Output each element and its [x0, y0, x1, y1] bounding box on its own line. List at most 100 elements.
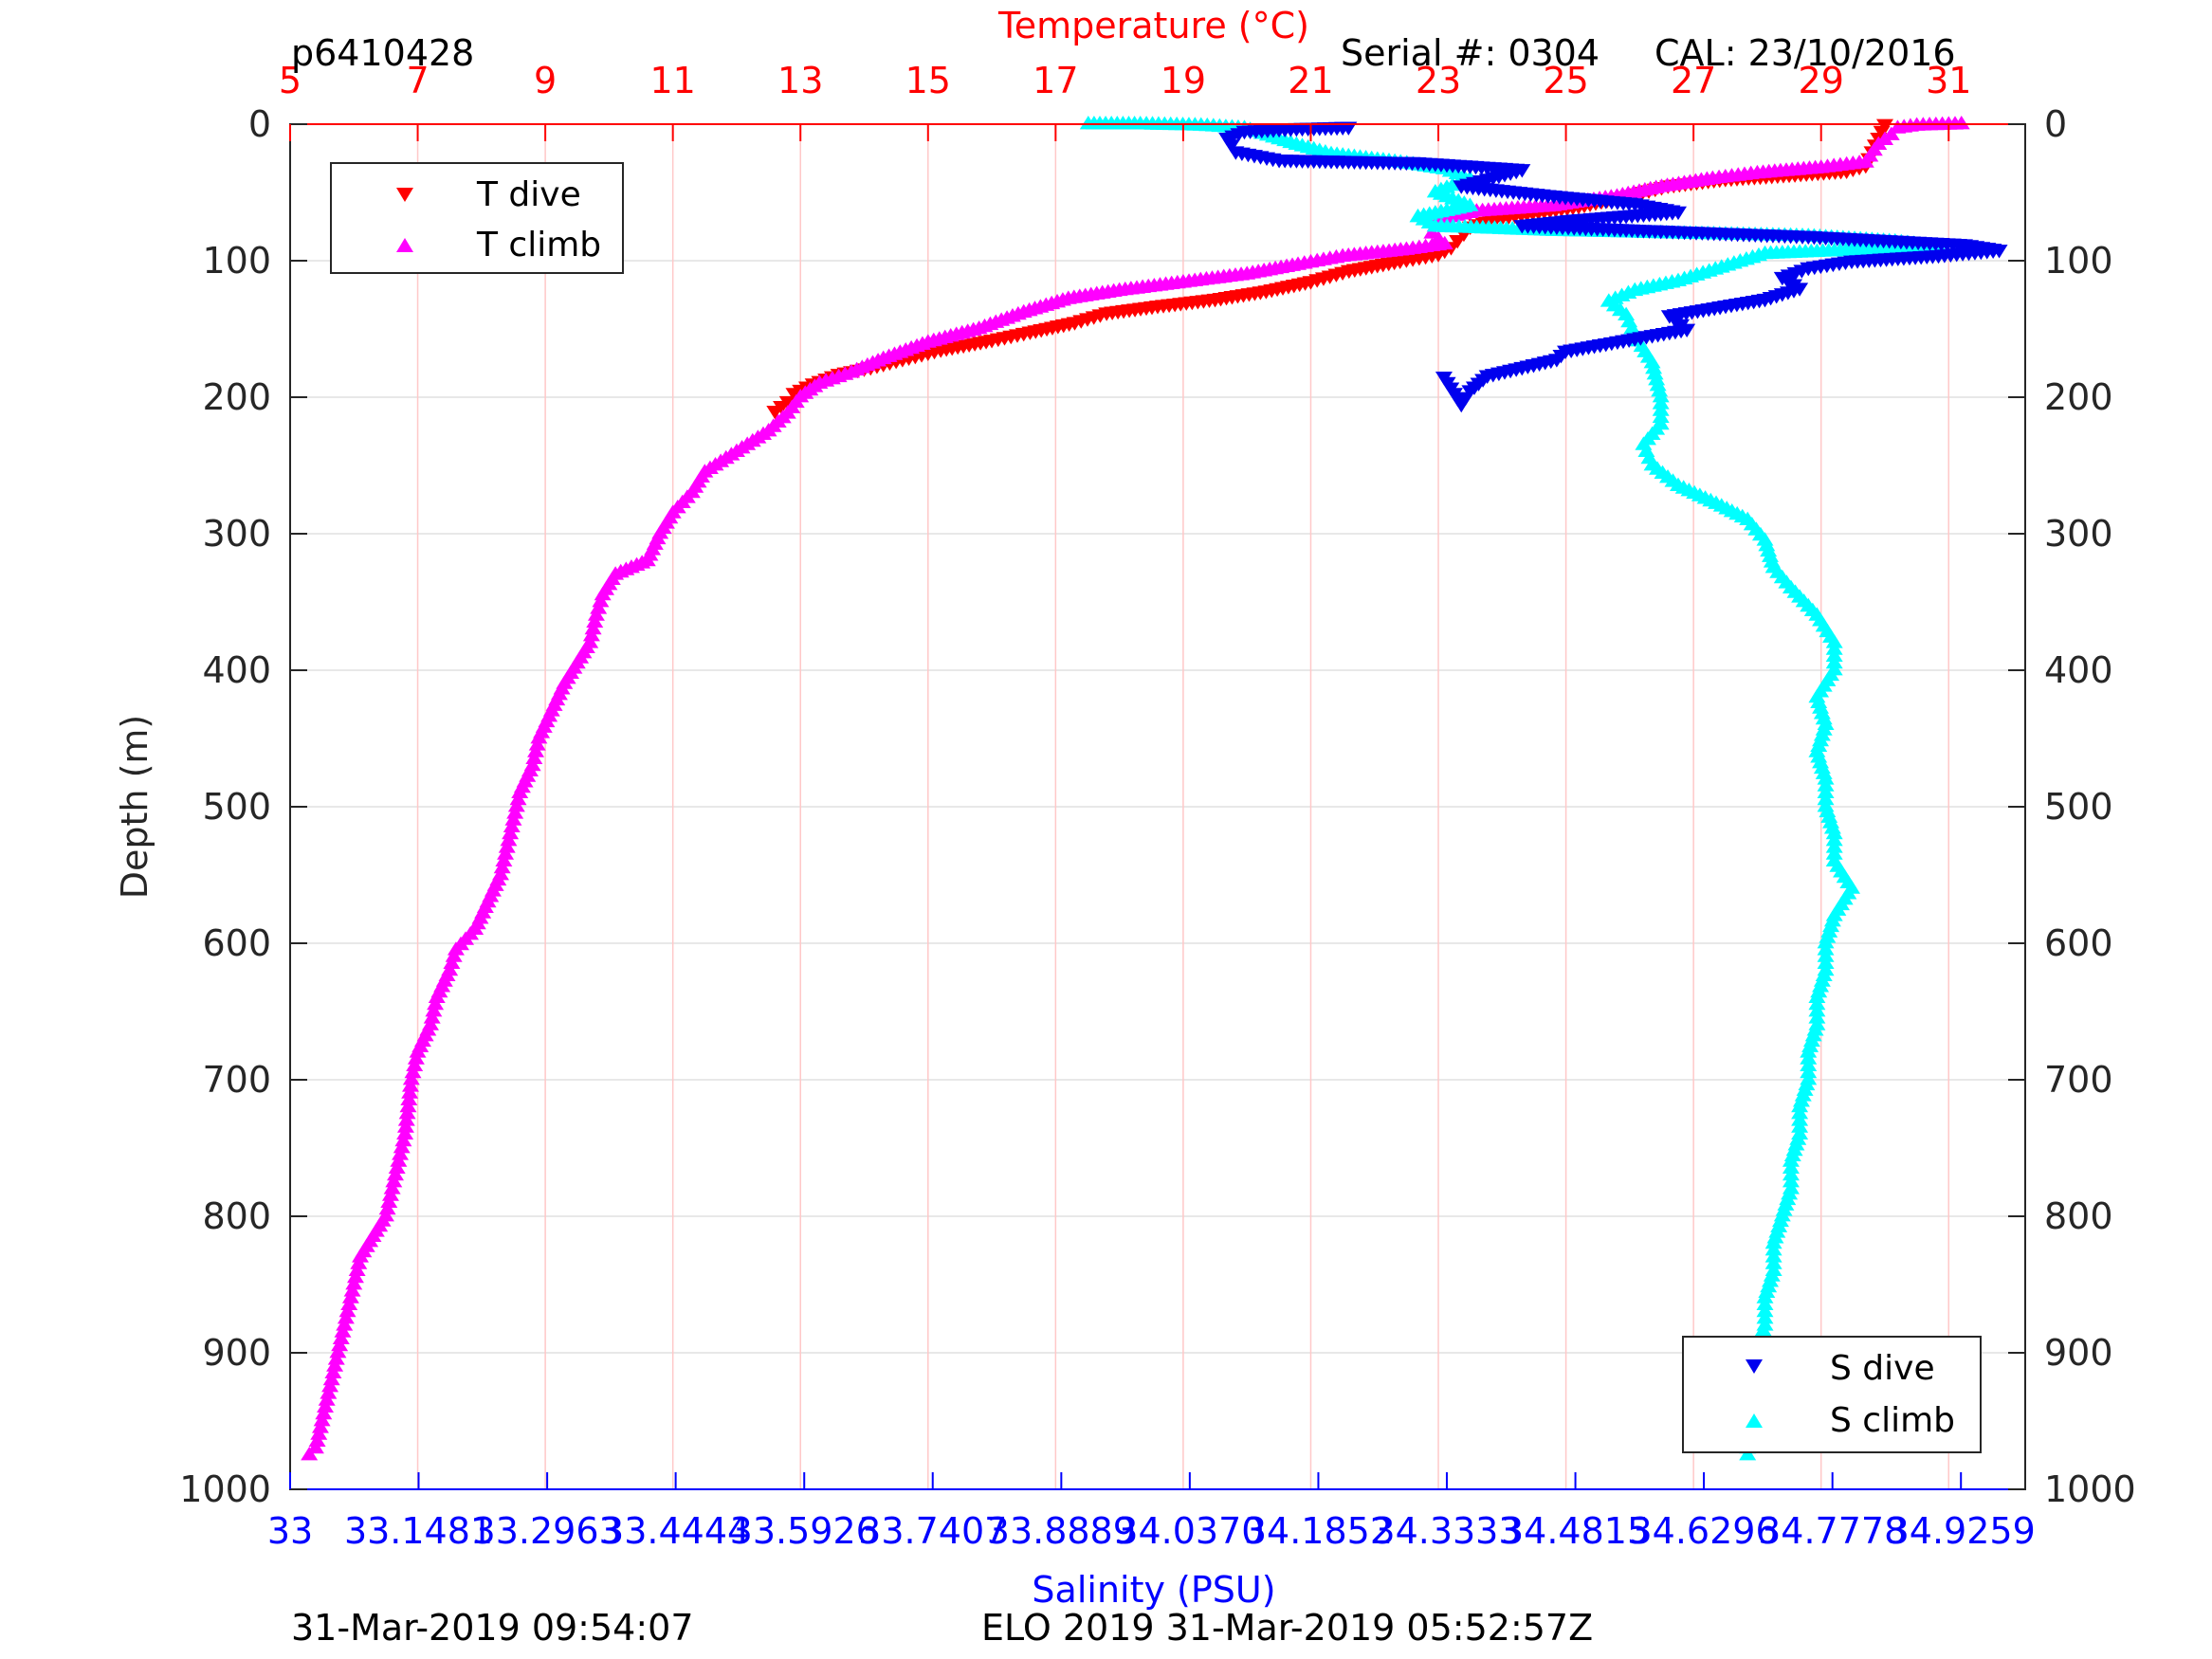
depth-tick-label-left: 0 — [248, 103, 271, 145]
t-climb-marker — [525, 750, 543, 764]
t-climb-marker — [443, 955, 461, 969]
t-climb-marker — [324, 1364, 342, 1378]
t-climb-marker — [584, 620, 602, 635]
salinity-tick-label: 33.2963 — [473, 1510, 622, 1552]
t-climb-marker — [311, 1419, 329, 1433]
t-dive-marker — [785, 388, 803, 402]
t-climb-marker — [315, 1405, 333, 1420]
t-climb-marker — [406, 1057, 424, 1071]
depth-tick-label-right: 800 — [2044, 1195, 2113, 1237]
t-climb-marker — [587, 607, 605, 621]
salinity-tick-label: 34.9259 — [1887, 1510, 2036, 1552]
calibration-date: CAL: 23/10/2016 — [1654, 32, 1956, 74]
temperature-tick-label: 13 — [777, 60, 823, 101]
t-climb-marker — [409, 1044, 427, 1058]
salinity-tick-label: 33.5926 — [730, 1510, 879, 1552]
t-climb-legend-label: T climb — [476, 226, 601, 264]
profile-id: p6410428 — [291, 32, 474, 74]
footer-timestamp: 31-Mar-2019 09:54:07 — [291, 1607, 694, 1649]
depth-tick-label-right: 600 — [2044, 922, 2113, 964]
data-markers — [301, 116, 2008, 1461]
t-climb-marker — [511, 784, 529, 798]
t-climb-marker — [586, 613, 604, 628]
s-climb-marker — [1808, 1010, 1826, 1024]
depth-tick-label-right: 100 — [2044, 240, 2113, 282]
t-climb-marker — [396, 1125, 414, 1139]
t-climb-marker — [423, 1010, 441, 1024]
t-climb-marker — [388, 1159, 406, 1174]
axis-ticks: 0 0 100 100 200 200 300 300 400 400 500 500 600 600 70… — [179, 60, 2135, 1552]
t-climb-marker — [327, 1351, 345, 1365]
depth-tick-label-left: 100 — [202, 240, 271, 282]
t-climb-marker — [582, 628, 600, 642]
t-climb-marker — [310, 1426, 328, 1440]
depth-tick-label-right: 300 — [2044, 513, 2113, 555]
t-climb-marker — [332, 1330, 350, 1344]
grid — [290, 124, 2025, 1489]
depth-tick-label-right: 400 — [2044, 649, 2113, 691]
temperature-tick-label: 25 — [1543, 60, 1588, 101]
temperature-tick-label: 17 — [1033, 60, 1078, 101]
t-climb-marker — [504, 811, 522, 826]
salinity-tick-label: 33.1481 — [344, 1510, 493, 1552]
depth-tick-label-left: 500 — [202, 786, 271, 828]
t-climb-marker — [321, 1378, 339, 1393]
t-climb-marker — [334, 1323, 352, 1338]
t-climb-marker — [341, 1289, 359, 1304]
t-climb-marker — [338, 1303, 356, 1318]
depth-tick-label-left: 200 — [202, 376, 271, 418]
salinity-tick-label: 33.7407 — [858, 1510, 1007, 1552]
temperature-tick-label: 7 — [406, 60, 429, 101]
t-climb-marker — [380, 1194, 398, 1208]
t-climb-marker — [385, 1174, 403, 1188]
s-dive-legend-label: S dive — [1830, 1349, 1935, 1388]
salinity-legend-box — [1682, 1336, 1982, 1453]
t-climb-marker — [352, 1249, 370, 1263]
t-climb-marker — [308, 1432, 326, 1447]
t-climb-marker — [343, 1283, 361, 1297]
salinity-tick-label: 34.3333 — [1372, 1510, 1521, 1552]
temperature-tick-label: 29 — [1799, 60, 1844, 101]
temperature-tick-label: 27 — [1671, 60, 1716, 101]
t-climb-marker — [396, 1119, 414, 1133]
depth-tick-label-right: 0 — [2044, 103, 2067, 145]
s-climb-legend-label: S climb — [1830, 1401, 1955, 1440]
t-dive-legend-label: T dive — [476, 175, 581, 214]
t-climb-marker — [509, 791, 527, 806]
temperature-tick-label: 23 — [1416, 60, 1461, 101]
t-climb-marker — [318, 1392, 336, 1406]
t-climb-marker — [399, 1098, 417, 1113]
t-climb-marker — [407, 1050, 425, 1065]
t-climb-marker — [378, 1200, 396, 1215]
t-climb-marker — [507, 798, 525, 812]
temperature-tick-label: 31 — [1926, 60, 1971, 101]
t-climb-marker — [493, 859, 511, 874]
depth-tick-label-left: 600 — [202, 922, 271, 964]
t-climb-marker — [326, 1358, 344, 1372]
t-climb-marker — [401, 1078, 419, 1092]
depth-tick-label-right: 900 — [2044, 1332, 2113, 1374]
salinity-axis-title: Salinity (PSU) — [1032, 1569, 1275, 1611]
s-dive-marker — [1461, 385, 1479, 399]
depth-tick-label-right: 700 — [2044, 1059, 2113, 1101]
t-climb-marker — [313, 1413, 331, 1427]
t-climb-marker — [337, 1310, 355, 1324]
salinity-tick-label: 34.0370 — [1115, 1510, 1264, 1552]
temperature-tick-label: 19 — [1161, 60, 1206, 101]
s-climb-marker — [1791, 1112, 1809, 1126]
t-climb-marker — [336, 1317, 354, 1331]
depth-tick-label-left: 1000 — [179, 1468, 271, 1510]
t-climb-marker — [394, 1132, 412, 1147]
depth-tick-label-left: 400 — [202, 649, 271, 691]
salinity-tick-label: 34.4815 — [1501, 1510, 1650, 1552]
t-climb-marker — [322, 1371, 340, 1386]
t-climb-marker — [503, 818, 521, 832]
depth-tick-label-left: 700 — [202, 1059, 271, 1101]
salinity-tick-label: 34.7778 — [1758, 1510, 1907, 1552]
temperature-tick-label: 9 — [534, 60, 557, 101]
depth-tick-label-right: 500 — [2044, 786, 2113, 828]
t-climb-marker — [447, 941, 465, 956]
t-climb-marker — [392, 1146, 410, 1160]
depth-tick-label-right: 1000 — [2044, 1468, 2136, 1510]
t-climb-marker — [331, 1337, 349, 1352]
